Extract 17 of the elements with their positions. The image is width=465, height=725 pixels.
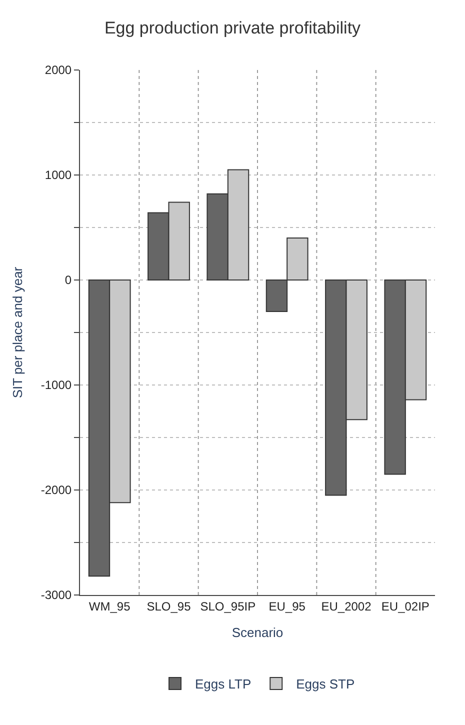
x-tick-label: EU_95 — [268, 599, 306, 614]
chart-title: Egg production private profitability — [104, 18, 362, 38]
y-tick-label: 2000 — [44, 63, 72, 78]
legend-label: Eggs STP — [296, 676, 355, 692]
x-axis-title: Scenario — [232, 625, 284, 640]
y-tick-label: -1000 — [40, 378, 72, 392]
x-tick-label: EU_2002 — [321, 599, 372, 614]
y-tick-label: -3000 — [40, 588, 72, 602]
y-tick-label: -2000 — [40, 483, 72, 498]
y-axis-title: SIT per place and year — [10, 266, 25, 398]
x-tick-label: EU_02IP — [381, 599, 430, 614]
x-tick-label: SLO_95 — [146, 599, 192, 614]
legend-label: Eggs LTP — [195, 676, 252, 692]
y-tick-label: 0 — [64, 273, 72, 288]
x-tick-label: SLO_95IP — [200, 599, 256, 614]
x-tick-label: WM_95 — [88, 599, 131, 614]
y-tick-label: 1000 — [44, 168, 72, 182]
